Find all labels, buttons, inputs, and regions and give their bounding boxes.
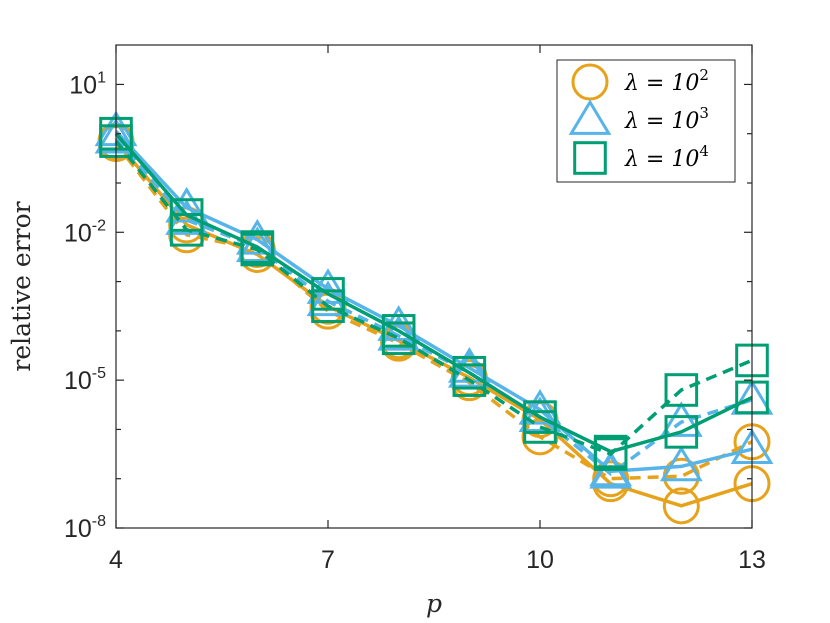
data-point-dashed	[521, 418, 559, 456]
data-point-solid	[311, 277, 345, 311]
series-group	[94, 110, 774, 525]
y-tick-base: 10	[69, 71, 97, 99]
series-square	[99, 116, 769, 471]
series-line-solid	[114, 132, 753, 454]
x-tick-label: 13	[738, 546, 766, 574]
legend-label-exponent: 4	[699, 142, 709, 160]
y-tick-exponent: -2	[92, 217, 106, 234]
axes-frame	[115, 44, 753, 529]
legend-label-exponent: 3	[699, 104, 709, 122]
data-point-solid	[523, 400, 557, 434]
data-point-solid	[659, 445, 703, 482]
y-tick-exponent: -5	[92, 365, 106, 382]
data-point-solid	[662, 487, 700, 525]
legend-marker-circle	[571, 63, 609, 101]
data-point-dashed	[664, 373, 699, 407]
legend-entry: λ = 102	[571, 63, 709, 101]
data-point-solid	[593, 434, 628, 469]
legend-label-exponent: 2	[699, 66, 709, 84]
data-point-dashed	[235, 226, 279, 262]
data-point-solid	[240, 230, 275, 264]
legend-label: λ = 102	[624, 66, 709, 96]
legend-label-main: λ = 10	[624, 71, 699, 96]
y-axis-label: relative error	[7, 201, 36, 371]
data-point-dashed	[659, 401, 703, 437]
legend-label-main: λ = 10	[624, 147, 699, 172]
legend-entry: λ = 104	[573, 141, 709, 175]
legend-box	[556, 59, 736, 183]
x-tick-label: 10	[526, 546, 554, 574]
data-point-solid	[518, 388, 562, 425]
y-tick-base: 10	[64, 367, 92, 395]
y-tick-label: 10-5	[64, 365, 106, 395]
data-point-solid	[381, 314, 416, 348]
y-tick-base: 10	[64, 515, 92, 543]
series-line-dashed	[114, 142, 753, 481]
y-tick-label: 101	[69, 69, 106, 99]
legend-marker-triangle	[568, 99, 612, 135]
data-point-dashed	[447, 351, 491, 388]
legend-label: λ = 104	[624, 142, 709, 172]
series-line-solid	[114, 130, 753, 474]
x-tick-label: 7	[321, 546, 335, 574]
legend-label: λ = 103	[624, 104, 709, 134]
y-tick-exponent: 1	[97, 69, 106, 86]
x-tick-label: 4	[109, 546, 123, 574]
series-line-dashed	[114, 137, 753, 476]
data-point-solid	[235, 218, 279, 255]
y-tick-base: 10	[64, 219, 92, 247]
legend-marker-square	[573, 141, 607, 175]
y-tick-label: 10-8	[64, 513, 106, 543]
y-tick-exponent: -8	[92, 513, 106, 530]
x-axis-label: p	[426, 589, 442, 618]
series-line-dashed	[114, 140, 753, 457]
data-point-solid	[664, 415, 699, 449]
y-tick-label: 10-2	[64, 217, 106, 247]
legend-label-main: λ = 10	[624, 109, 699, 134]
data-point-solid	[452, 355, 487, 390]
data-point-solid	[169, 198, 204, 232]
legend-entry: λ = 103	[568, 99, 709, 135]
data-point-dashed	[518, 396, 562, 432]
